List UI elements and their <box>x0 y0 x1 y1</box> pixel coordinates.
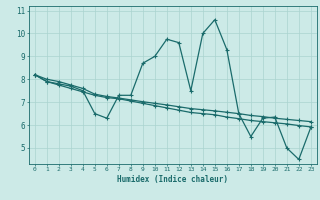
X-axis label: Humidex (Indice chaleur): Humidex (Indice chaleur) <box>117 175 228 184</box>
